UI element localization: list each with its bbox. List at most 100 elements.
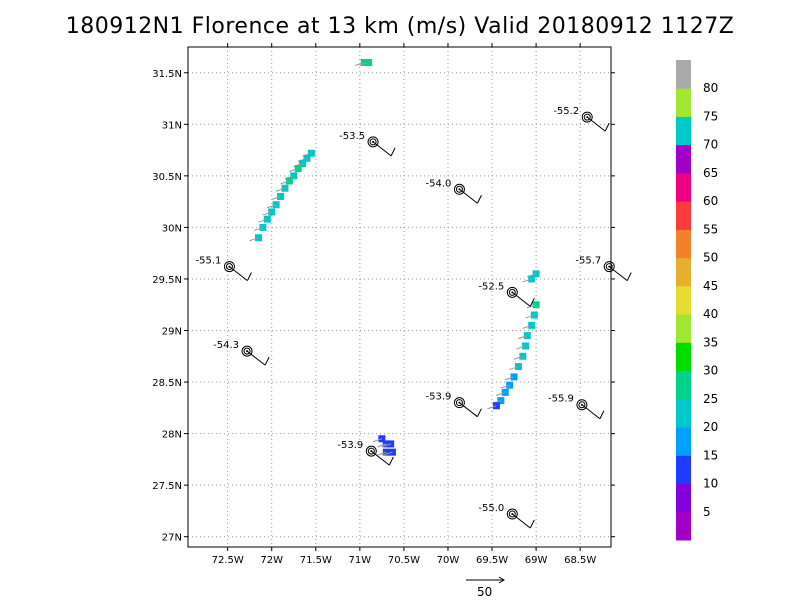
colorbar-label: 5 (703, 505, 711, 519)
colorbar-segment (676, 511, 691, 541)
colorbar-segment (676, 88, 691, 117)
wind-arrow (500, 384, 510, 389)
wind-barb (586, 116, 606, 132)
station-ring-inner-icon (605, 263, 613, 271)
y-tick-label: 31N (162, 120, 182, 131)
station-marker: -54.0 (426, 178, 482, 204)
station-ring-icon (581, 111, 593, 123)
station-label: -55.9 (548, 394, 574, 405)
colorbar-label: 10 (703, 477, 718, 491)
wind-arrow (280, 180, 290, 185)
wind-barb (511, 291, 531, 307)
colorbar-label: 55 (703, 222, 718, 236)
colorbar-label: 30 (703, 364, 718, 378)
reference-arrowhead-icon (498, 576, 505, 584)
station-ring-icon (603, 261, 615, 273)
station-label: -52.5 (478, 281, 504, 292)
wind-arrow (504, 376, 515, 381)
y-tick-label: 29N (162, 327, 182, 338)
station-ring-inner-icon (583, 113, 591, 121)
x-tick-label: 69.5W (476, 555, 508, 566)
station-label: -54.3 (213, 340, 239, 351)
colorbar-label: 70 (703, 138, 718, 152)
station-marker: -53.5 (339, 131, 396, 157)
station-ring-icon (241, 345, 253, 357)
station-label: -55.0 (478, 503, 504, 514)
colorbar-segment (676, 455, 691, 485)
wind-arrow (526, 304, 537, 309)
y-tick-label: 30.5N (152, 172, 182, 183)
wind-barb-flag (264, 356, 270, 366)
wind-cell (360, 58, 368, 66)
wind-barb (370, 450, 390, 466)
wind-barb (229, 266, 248, 281)
wind-arrow (496, 391, 506, 396)
station-ring-icon (223, 261, 235, 273)
wind-arrow (516, 345, 526, 350)
station-marker: -55.9 (548, 394, 605, 420)
colorbar-label: 65 (703, 166, 718, 180)
station-label: -55.2 (553, 106, 579, 117)
y-tick-label: 28N (162, 430, 182, 441)
colorbar-segment (676, 483, 691, 513)
colorbar-segment (676, 172, 691, 202)
y-tick-label: 31.5N (152, 69, 182, 80)
wind-arrow (377, 443, 387, 448)
wind-arrow (253, 226, 264, 231)
colorbar-segment (676, 370, 691, 400)
wind-barb-flag (476, 195, 482, 204)
y-tick-label: 30N (162, 223, 182, 234)
grid-lines (188, 47, 611, 547)
x-tick-label: 71.5W (300, 555, 332, 566)
wind-barb-flag (604, 122, 610, 132)
station-ring-icon (453, 397, 465, 409)
station-ring-icon (453, 183, 465, 195)
wind-arrow (487, 405, 497, 410)
y-tick-label: 28.5N (152, 378, 182, 389)
wind-barb (581, 404, 601, 420)
wind-barb-flag (626, 272, 632, 281)
wind-arrow (262, 211, 272, 216)
y-tick-label: 27N (162, 533, 182, 544)
station-label: -55.1 (196, 256, 222, 267)
station-marker: -55.2 (553, 106, 610, 132)
reference-label: 50 (477, 585, 492, 599)
station-marker: -52.5 (478, 281, 535, 307)
axis-ticks: 72.5W 72W 71.5W 71W 70.5W 70W 69.5W 69W 68.5W 27N… (152, 43, 615, 566)
x-tick-label: 69W (525, 555, 548, 566)
x-tick-label: 68.5W (564, 555, 596, 566)
colorbar-label: 60 (703, 194, 718, 208)
colorbar-segment (676, 398, 691, 428)
station-ring-inner-icon (578, 401, 586, 409)
wind-barb-flag (388, 456, 394, 466)
colorbar-label: 50 (703, 251, 718, 265)
wind-arrow (271, 196, 281, 200)
wind-barb-flag (529, 298, 535, 307)
colorbar-segment (676, 285, 691, 315)
station-marker: -55.7 (575, 256, 632, 281)
station-ring-inner-icon (225, 263, 233, 271)
wind-arrow (383, 451, 393, 456)
station-ring-inner-icon (508, 510, 516, 518)
station-label: -53.5 (339, 131, 365, 142)
station-ring-icon (506, 286, 518, 298)
station-ring-icon (506, 508, 518, 520)
wind-barb-flag (390, 147, 396, 157)
wind-barb (246, 350, 266, 366)
station-marker: -54.3 (213, 340, 270, 366)
colorbar-label: 40 (703, 307, 718, 321)
station-marker: -55.0 (478, 503, 535, 529)
colorbar-segment (676, 229, 691, 259)
wind-arrow (266, 204, 277, 209)
station-ring-inner-icon (369, 138, 377, 146)
colorbar-label: 35 (703, 335, 718, 349)
colorbar-segment (676, 201, 691, 230)
station-marker: -53.9 (337, 440, 394, 466)
wind-arrow (522, 324, 532, 329)
wind-arrow (258, 218, 268, 223)
wind-cells (249, 58, 540, 456)
wind-barb (608, 266, 628, 281)
wind-barb (459, 402, 478, 418)
station-label: -55.7 (575, 256, 601, 267)
wind-arrow (377, 451, 387, 456)
